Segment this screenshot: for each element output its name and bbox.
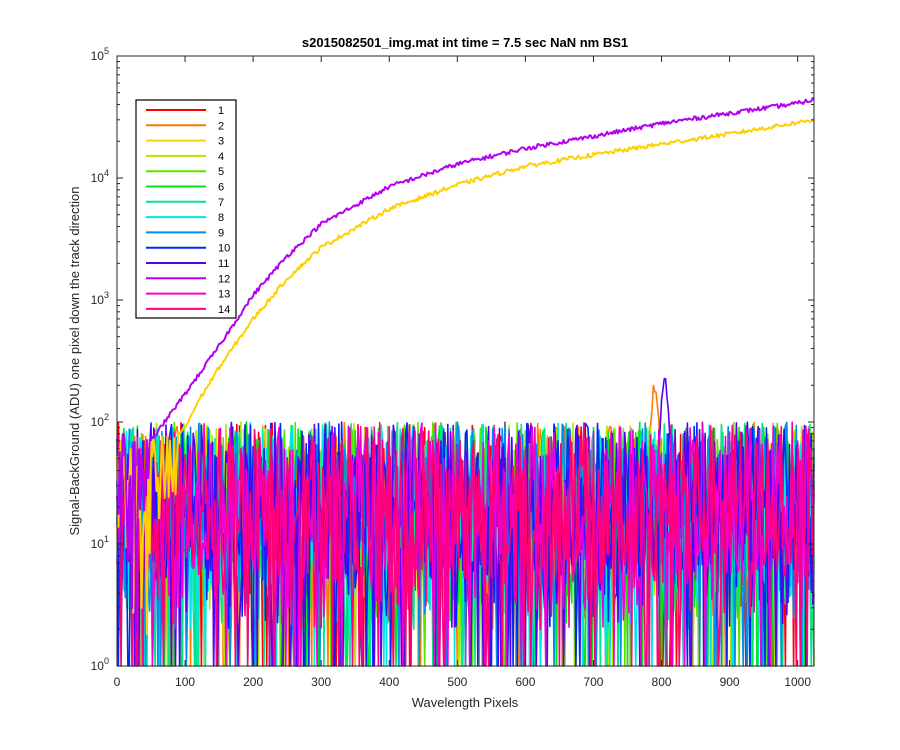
x-tick-label: 800 xyxy=(652,675,672,689)
x-tick-label: 700 xyxy=(583,675,603,689)
x-tick-label: 300 xyxy=(311,675,331,689)
legend-label-14: 14 xyxy=(218,304,230,316)
legend-label-9: 9 xyxy=(218,227,224,239)
y-tick-label: 102 xyxy=(91,412,109,429)
x-tick-label: 1000 xyxy=(784,675,811,689)
x-tick-label: 200 xyxy=(243,675,263,689)
x-axis-label: Wavelength Pixels xyxy=(412,695,519,710)
legend-label-8: 8 xyxy=(218,212,224,224)
legend-label-2: 2 xyxy=(218,120,224,132)
x-tick-label: 600 xyxy=(515,675,535,689)
y-tick-label: 104 xyxy=(91,168,109,185)
legend-label-6: 6 xyxy=(218,182,224,194)
series-line-12 xyxy=(116,97,815,636)
x-tick-label: 400 xyxy=(379,675,399,689)
y-tick-label: 103 xyxy=(91,290,109,307)
y-axis-label: Signal-BackGround (ADU) one pixel down t… xyxy=(67,186,82,535)
legend-label-10: 10 xyxy=(218,243,230,255)
plot-frame xyxy=(116,55,815,667)
x-tick-label: 900 xyxy=(720,675,740,689)
y-tick-label: 101 xyxy=(91,534,109,551)
ticks-layer: 0 100 200 300 400 500 600 700 800 900 100010010110… xyxy=(91,46,814,689)
legend-box xyxy=(135,99,237,319)
y-tick-label: 105 xyxy=(91,46,109,63)
x-tick-label: 500 xyxy=(447,675,467,689)
legend-label-11: 11 xyxy=(218,258,229,270)
series-line-14 xyxy=(116,421,815,667)
x-tick-label: 0 xyxy=(114,675,121,689)
x-tick-label: 100 xyxy=(175,675,195,689)
y-tick-label: 100 xyxy=(91,656,109,673)
legend-label-5: 5 xyxy=(218,166,224,178)
series-line-3 xyxy=(116,119,815,636)
legend-label-7: 7 xyxy=(218,197,224,209)
legend-label-4: 4 xyxy=(218,151,224,163)
chart-title: s2015082501_img.mat int time = 7.5 sec N… xyxy=(302,35,628,50)
legend-label-13: 13 xyxy=(218,289,230,301)
legend-label-12: 12 xyxy=(218,273,230,285)
legend-label-1: 1 xyxy=(218,105,224,117)
legend-label-3: 3 xyxy=(218,136,224,148)
